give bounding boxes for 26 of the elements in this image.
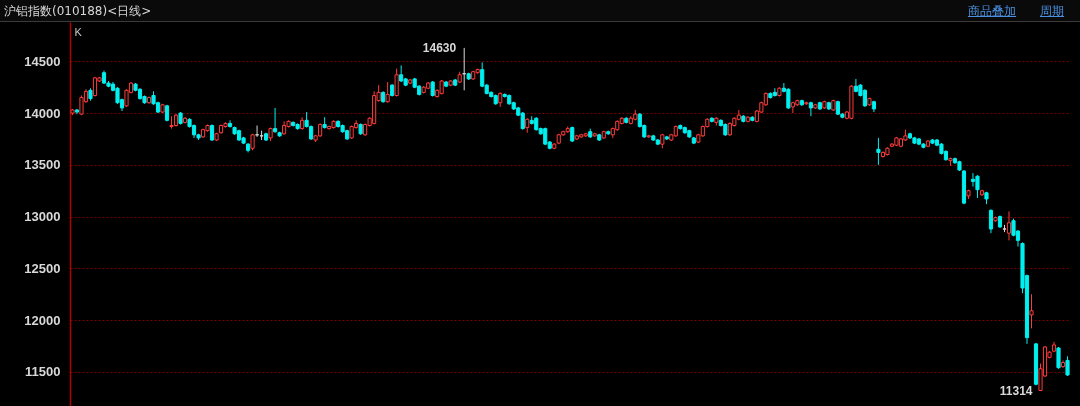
y-tick-label: 12000: [24, 312, 61, 328]
y-tick-label: 13000: [24, 209, 61, 225]
y-tick-label: 12500: [24, 260, 61, 276]
candlestick: [975, 174, 980, 199]
candlestick: [273, 107, 278, 134]
annotation: 14630: [422, 40, 457, 55]
candlestick: [786, 87, 791, 110]
candlestick: [1065, 355, 1070, 377]
candlestick: [808, 101, 813, 117]
y-tick-label: 14000: [24, 105, 61, 121]
chart-title: 沪铝指数(010188)<日线>: [4, 3, 152, 20]
text: 周期: [1040, 3, 1064, 20]
annotation: 11314: [999, 384, 1033, 399]
candlestick: [876, 137, 881, 166]
candlestick: [772, 87, 777, 98]
candlestick: [394, 68, 399, 98]
y-tick-label: 14500: [24, 53, 61, 69]
candlestick: [385, 81, 390, 104]
y-tick-label: 13500: [24, 157, 61, 173]
candlestick: [1056, 346, 1061, 370]
candlestick: [1029, 293, 1034, 329]
y-tick-label: 11500: [25, 364, 61, 380]
candlestick: [970, 172, 976, 188]
text: 商品叠加: [968, 3, 1016, 20]
candlestick: [169, 115, 174, 130]
y-axis-title: K: [74, 25, 83, 38]
